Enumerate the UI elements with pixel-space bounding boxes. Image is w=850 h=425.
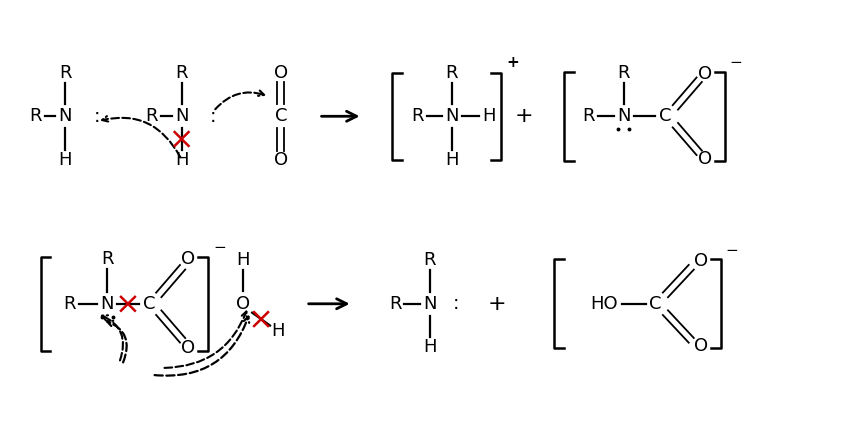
Text: :: : (452, 294, 459, 313)
Text: C: C (659, 107, 672, 125)
Text: H: H (236, 251, 250, 269)
Text: −: − (213, 240, 226, 255)
Text: H: H (445, 151, 458, 169)
Text: H: H (482, 107, 496, 125)
Text: −: − (729, 56, 742, 71)
Text: R: R (175, 64, 188, 82)
Text: R: R (145, 107, 158, 125)
Text: O: O (182, 339, 196, 357)
Text: H: H (175, 151, 189, 169)
Text: N: N (59, 107, 72, 125)
Text: N: N (423, 295, 437, 313)
Text: O: O (274, 151, 288, 169)
Text: N: N (617, 107, 631, 125)
Text: C: C (649, 295, 662, 313)
Text: +: + (515, 106, 534, 126)
Text: R: R (423, 251, 436, 269)
Text: N: N (175, 107, 189, 125)
Text: HO: HO (590, 295, 618, 313)
Text: O: O (694, 252, 708, 270)
Text: O: O (236, 295, 250, 313)
Text: R: R (29, 107, 42, 125)
Text: H: H (271, 323, 285, 340)
Text: R: R (617, 64, 630, 82)
Text: R: R (60, 64, 71, 82)
Text: O: O (274, 64, 288, 82)
Text: N: N (445, 107, 458, 125)
Text: −: − (726, 243, 739, 258)
Text: O: O (182, 250, 196, 268)
Text: R: R (582, 107, 595, 125)
Text: N: N (100, 295, 114, 313)
Text: C: C (275, 107, 287, 125)
Text: +: + (506, 56, 518, 71)
Text: H: H (59, 151, 72, 169)
Text: :: : (210, 107, 217, 126)
Text: O: O (698, 65, 712, 83)
Text: R: R (389, 295, 401, 313)
Text: R: R (63, 295, 76, 313)
Text: R: R (445, 64, 458, 82)
Text: H: H (423, 338, 437, 356)
Text: C: C (143, 295, 155, 313)
Text: O: O (694, 337, 708, 355)
Text: :: : (94, 107, 100, 126)
Text: O: O (698, 150, 712, 168)
Text: R: R (101, 250, 113, 268)
Text: R: R (411, 107, 423, 125)
Text: +: + (487, 294, 506, 314)
